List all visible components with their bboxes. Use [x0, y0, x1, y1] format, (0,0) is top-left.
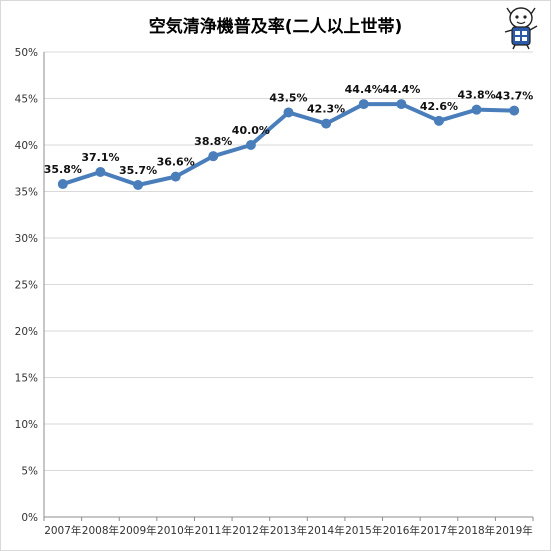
data-label: 42.6%: [420, 100, 458, 113]
data-point: [433, 115, 444, 126]
y-tick-label: 20%: [15, 326, 38, 338]
data-label: 43.5%: [269, 91, 307, 104]
data-point: [283, 107, 294, 118]
data-label: 37.1%: [81, 151, 119, 164]
x-tick-label: 2015年: [345, 524, 382, 537]
y-tick-label: 15%: [15, 373, 38, 385]
y-tick-label: 35%: [15, 187, 38, 199]
x-tick-label: 2014年: [307, 524, 344, 537]
data-label: 35.7%: [119, 164, 157, 177]
data-point: [358, 99, 369, 110]
chart-title: 空気清浄機普及率(二人以上世帯): [148, 17, 403, 37]
y-tick-label: 50%: [15, 47, 38, 59]
x-tick-label: 2008年: [82, 524, 119, 537]
data-point: [57, 179, 68, 190]
data-point: [396, 99, 407, 110]
data-point: [321, 118, 332, 129]
data-point: [170, 171, 181, 182]
data-label: 35.8%: [44, 163, 82, 176]
y-tick-label: 45%: [15, 94, 38, 106]
x-tick-label: 2018年: [458, 524, 495, 537]
y-tick-label: 30%: [15, 233, 38, 245]
data-point: [245, 140, 256, 150]
y-tick-label: 40%: [15, 140, 38, 152]
data-point: [95, 166, 106, 177]
x-tick-label: 2012年: [232, 524, 269, 537]
data-label: 42.3%: [307, 103, 345, 116]
data-label: 40.0%: [232, 124, 270, 137]
data-label: 43.7%: [495, 90, 533, 103]
cartoon-mascot-icon: [504, 7, 538, 50]
x-tick-label: 2011年: [195, 524, 232, 537]
data-label: 44.4%: [345, 83, 383, 96]
x-tick-label: 2016年: [383, 524, 420, 537]
y-tick-label: 25%: [15, 280, 38, 292]
data-label: 43.8%: [457, 89, 495, 102]
x-tick-label: 2009年: [119, 524, 156, 537]
x-tick-label: 2017年: [420, 524, 457, 537]
data-label: 36.6%: [157, 156, 195, 169]
data-label: 38.8%: [194, 135, 232, 148]
x-tick-label: 2007年: [44, 524, 81, 537]
x-tick-label: 2010年: [157, 524, 194, 537]
data-point: [208, 151, 219, 162]
data-label: 44.4%: [382, 83, 420, 96]
data-point: [509, 105, 520, 116]
data-point: [133, 179, 144, 190]
y-tick-label: 0%: [21, 512, 38, 524]
x-tick-label: 2013年: [270, 524, 307, 537]
y-tick-label: 5%: [21, 466, 38, 478]
data-point: [471, 104, 482, 115]
y-tick-label: 10%: [15, 419, 38, 431]
x-tick-label: 2019年: [496, 524, 533, 537]
